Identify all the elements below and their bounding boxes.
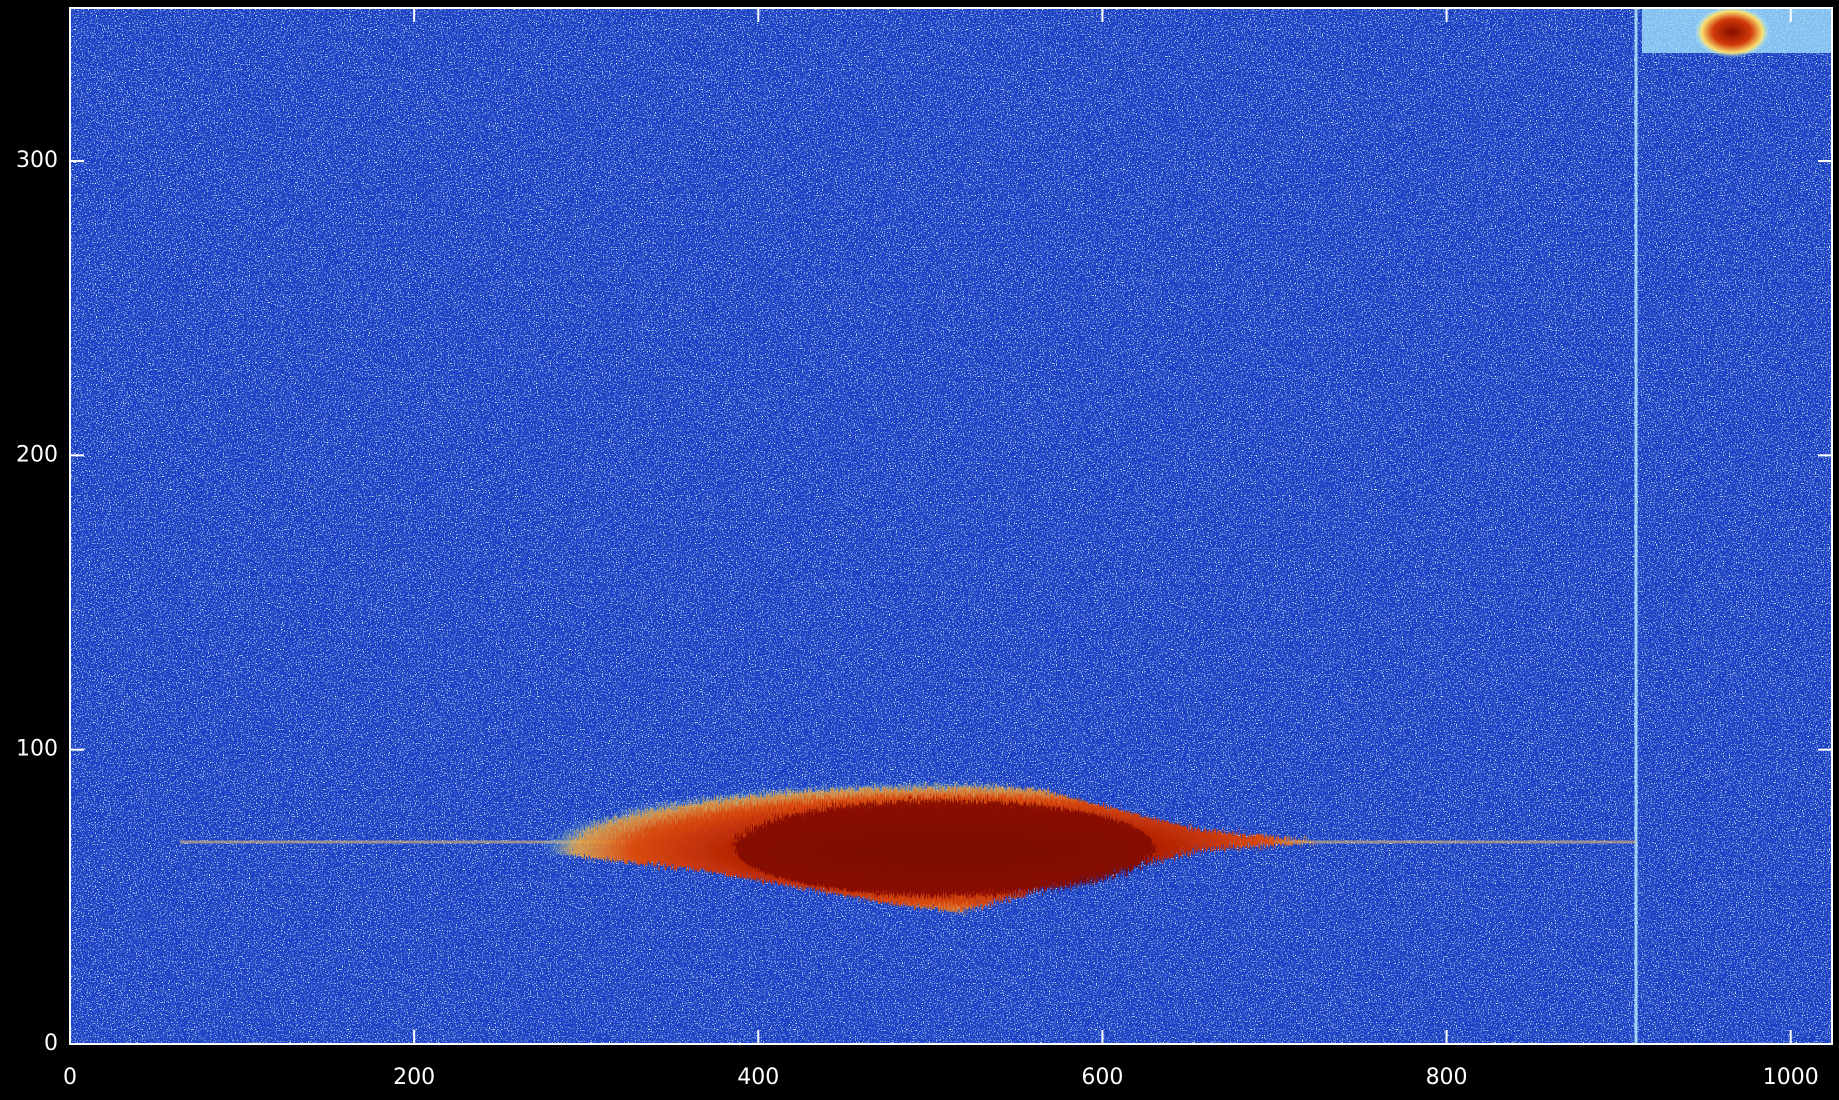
hot-spot [1694, 6, 1770, 58]
y-tick-label: 100 [16, 737, 58, 762]
chart: 0 200 400 600 800 1000 0 100 200 300 [0, 0, 1839, 1100]
y-tick-label: 0 [44, 1031, 58, 1056]
blob-core [735, 800, 1155, 896]
x-tick-label: 200 [393, 1065, 435, 1090]
x-tick-label: 400 [737, 1065, 779, 1090]
x-tick-label: 0 [63, 1065, 77, 1090]
y-tick-label: 300 [16, 148, 58, 173]
x-tick-label: 800 [1426, 1065, 1468, 1090]
x-tick-label: 1000 [1763, 1065, 1819, 1090]
x-tick-label: 600 [1081, 1065, 1123, 1090]
image-area [70, 6, 1832, 1044]
y-tick-label: 200 [16, 442, 58, 467]
page: {"chart_data": {"type": "image", "xlim":… [0, 0, 1839, 1100]
